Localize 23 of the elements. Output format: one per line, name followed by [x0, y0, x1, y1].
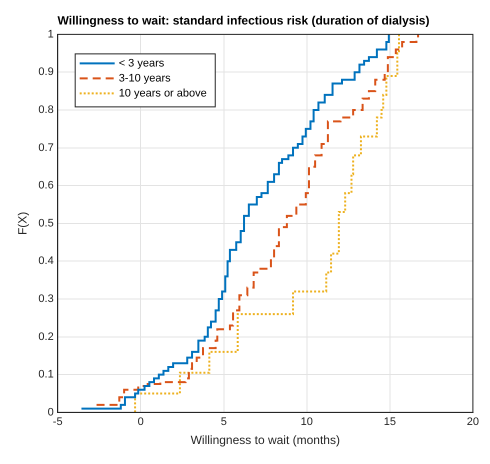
y-axis-title: F(X) — [16, 212, 30, 236]
x-tick-label: 5 — [220, 416, 227, 428]
y-tick-label: 0.2 — [38, 330, 54, 343]
x-tick-label: -5 — [52, 416, 63, 428]
x-tick-label: 0 — [138, 416, 144, 428]
y-tick-label: 0.4 — [38, 255, 54, 268]
x-axis-title: Willingness to wait (months) — [190, 433, 340, 448]
legend-label: < 3 years — [118, 57, 165, 70]
chart-title: Willingness to wait: standard infectious risk (duration of dialysis) — [58, 14, 430, 28]
y-tick-label: 0.8 — [38, 104, 54, 116]
x-tick-label: 15 — [384, 416, 396, 428]
y-tick-label: 1 — [48, 28, 54, 40]
y-tick-label: 0 — [48, 406, 54, 418]
y-tick-label: 0.9 — [38, 66, 54, 78]
legend-label: 3-10 years — [118, 72, 172, 84]
y-tick-label: 0.6 — [38, 180, 54, 192]
y-tick-label: 0.3 — [38, 293, 54, 306]
y-tick-label: 0.7 — [38, 142, 54, 154]
y-tick-label: 0.1 — [38, 368, 54, 381]
legend-label: 10 years or above — [118, 87, 207, 100]
x-tick-label: 20 — [466, 416, 480, 428]
y-tick-label: 0.5 — [38, 217, 54, 230]
x-tick-label: 10 — [300, 416, 313, 428]
